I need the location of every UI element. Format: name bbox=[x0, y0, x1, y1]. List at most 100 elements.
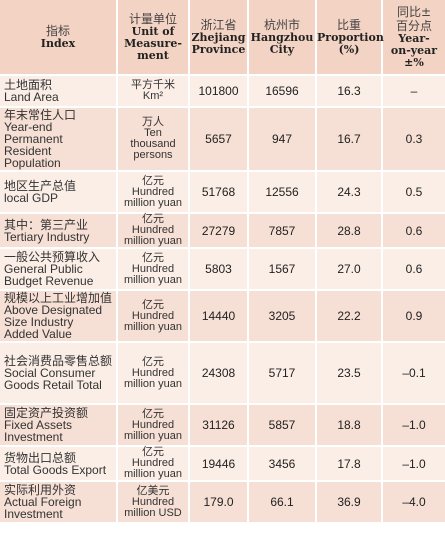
unit-text: Hundred bbox=[131, 366, 175, 379]
table-row: 土地面积 Land Area 平方千米 Km² 101800 16596 16.3– bbox=[0, 75, 445, 107]
hangzhou-value-cell: 66.1 bbox=[248, 481, 317, 523]
header-hangzhou-en-1: Hangzhou bbox=[250, 31, 314, 44]
zhejiang-value-cell: 27279 bbox=[189, 213, 249, 248]
indicator-name-en: Size Industry bbox=[4, 315, 74, 329]
header-unit-en-1: Unit of bbox=[131, 25, 175, 38]
unit-text: 亿元 bbox=[142, 446, 164, 458]
indicator-name-en: General Public bbox=[4, 262, 83, 276]
indicator-name-en: Budget Revenue bbox=[4, 274, 94, 288]
indicator-cell: 年末常住人口 Year-end Permanent Resident Populatio… bbox=[0, 107, 118, 171]
indicator-name-cn: 固定资产投资额 bbox=[4, 406, 89, 420]
indicator-name-cn: 其中：第三产业 bbox=[4, 217, 89, 232]
unit-cell: 亿美元 Hundred million USD bbox=[117, 481, 190, 523]
header-row: 指标 Index 计量单位 Unit of Measure- ment 浙江省 … bbox=[0, 0, 445, 76]
table-row: 一般公共预算收入 General Public Budget Revenue 亿元 Hu… bbox=[0, 248, 445, 290]
indicator-name-cn: 地区生产总值 bbox=[4, 179, 77, 193]
unit-text: Hundred bbox=[131, 309, 175, 322]
hangzhou-value-cell: 5857 bbox=[248, 404, 317, 446]
yoy-change-cell: –1.0 bbox=[382, 404, 445, 446]
proportion-cell: 23.5 bbox=[316, 342, 383, 404]
header-proportion-cn: 比重 bbox=[336, 18, 361, 32]
table-row: 实际利用外资 Actual Foreign Investment 亿美元 Hundred… bbox=[0, 481, 445, 523]
unit-text: million yuan bbox=[123, 377, 183, 390]
unit-cell: 亿元 Hundred million yuan bbox=[117, 342, 190, 404]
unit-cell: 亿元 Hundred million yuan bbox=[117, 290, 190, 342]
table-row: 社会消费品零售总额 Social Consumer Goods Retail Tot… bbox=[0, 342, 445, 404]
zhejiang-value-cell: 14440 bbox=[189, 290, 249, 342]
unit-text: million yuan bbox=[123, 429, 183, 442]
header-zhejiang-en-1: Zhejiang bbox=[191, 31, 246, 44]
indicator-name-en: Year-end bbox=[4, 120, 53, 134]
header-yoy-cn-1: 同比± bbox=[396, 5, 432, 19]
indicator-name-cn: 一般公共预算收入 bbox=[4, 250, 101, 264]
zhejiang-value-cell: 179.0 bbox=[189, 481, 249, 523]
unit-text: 亿元 bbox=[142, 407, 164, 420]
table-row: 地区生产总值 local GDP 亿元 Hundred million yuan 5176… bbox=[0, 171, 445, 213]
indicator-name-en: Goods Retail Total bbox=[4, 378, 102, 392]
indicator-name-en: Added Value bbox=[4, 327, 72, 341]
indicator-cell: 地区生产总值 local GDP bbox=[0, 171, 118, 213]
unit-text: Hundred bbox=[131, 185, 175, 198]
indicator-cell: 实际利用外资 Actual Foreign Investment bbox=[0, 481, 118, 523]
indicator-name-en: Tertiary Industry bbox=[4, 229, 90, 244]
unit-text: Hundred bbox=[131, 224, 175, 236]
unit-cell: 平方千米 Km² bbox=[117, 75, 190, 107]
unit-text: 亿元 bbox=[142, 355, 164, 368]
header-proportion-en-2: (%) bbox=[338, 43, 360, 56]
header-hangzhou: 杭州市 Hangzhou City bbox=[248, 0, 317, 76]
yoy-change-cell: 0.6 bbox=[382, 248, 445, 290]
yoy-change-cell: –4.0 bbox=[382, 481, 445, 523]
proportion-cell: 24.3 bbox=[316, 171, 383, 213]
unit-cell: 亿元 Hundred million yuan bbox=[117, 248, 190, 290]
indicator-name-en: Population bbox=[4, 156, 61, 170]
unit-text: Hundred bbox=[131, 495, 175, 508]
header-index: 指标 Index bbox=[0, 0, 118, 76]
header-zhejiang-en-2: Province bbox=[191, 43, 246, 56]
indicator-cell: 其中：第三产业 Tertiary Industry bbox=[0, 213, 118, 248]
proportion-cell: 28.8 bbox=[316, 213, 383, 248]
yoy-change-cell: –1.0 bbox=[382, 446, 445, 481]
unit-cell: 亿元 Hundred million yuan bbox=[117, 213, 190, 248]
unit-text: million yuan bbox=[123, 235, 183, 247]
zhejiang-value-cell: 5803 bbox=[189, 248, 249, 290]
yoy-change-cell: 0.6 bbox=[382, 213, 445, 248]
header-index-en: Index bbox=[40, 37, 76, 50]
unit-text: Ten bbox=[144, 127, 162, 139]
proportion-cell: 16.3 bbox=[316, 75, 383, 107]
table-row: 其中：第三产业 Tertiary Industry 亿元 Hundred million… bbox=[0, 213, 445, 248]
unit-text: Km² bbox=[142, 90, 164, 102]
unit-text: 万人 bbox=[142, 116, 164, 128]
yoy-change-cell: 0.3 bbox=[382, 107, 445, 171]
indicator-cell: 一般公共预算收入 General Public Budget Revenue bbox=[0, 248, 118, 290]
statistics-table: 指标 Index 计量单位 Unit of Measure- ment 浙江省 … bbox=[0, 0, 445, 523]
proportion-cell: 22.2 bbox=[316, 290, 383, 342]
header-zhejiang: 浙江省 Zhejiang Province bbox=[189, 0, 249, 76]
unit-text: 亿美元 bbox=[136, 484, 170, 497]
hangzhou-value-cell: 1567 bbox=[248, 248, 317, 290]
unit-text: 亿元 bbox=[142, 298, 164, 311]
header-yoy-en-2: on-year bbox=[390, 44, 438, 57]
indicator-cell: 固定资产投资额 Fixed Assets Investment bbox=[0, 404, 118, 446]
header-unit-en-3: ment bbox=[137, 49, 169, 62]
indicator-name-cn: 社会消费品零售总额 bbox=[4, 354, 113, 368]
header-hangzhou-en-2: City bbox=[269, 43, 295, 56]
unit-cell: 万人 Ten thousand persons bbox=[117, 107, 190, 171]
zhejiang-value-cell: 24308 bbox=[189, 342, 249, 404]
zhejiang-value-cell: 31126 bbox=[189, 404, 249, 446]
header-unit: 计量单位 Unit of Measure- ment bbox=[117, 0, 190, 76]
hangzhou-value-cell: 5717 bbox=[248, 342, 317, 404]
hangzhou-value-cell: 16596 bbox=[248, 75, 317, 107]
unit-text: million yuan bbox=[123, 196, 183, 209]
indicator-cell: 土地面积 Land Area bbox=[0, 75, 118, 107]
hangzhou-value-cell: 7857 bbox=[248, 213, 317, 248]
indicator-name-cn: 货物出口总额 bbox=[4, 450, 77, 465]
proportion-cell: 36.9 bbox=[316, 481, 383, 523]
unit-text: million yuan bbox=[123, 468, 183, 480]
header-unit-cn: 计量单位 bbox=[128, 12, 177, 26]
table-row: 货物出口总额 Total Goods Export 亿元 Hundred million… bbox=[0, 446, 445, 481]
indicator-name-en: local GDP bbox=[4, 191, 59, 205]
unit-text: Hundred bbox=[131, 457, 175, 469]
unit-cell: 亿元 Hundred million yuan bbox=[117, 446, 190, 481]
table-body: 土地面积 Land Area 平方千米 Km² 101800 16596 16.3– 年末常住… bbox=[0, 75, 445, 523]
yoy-change-cell: – bbox=[382, 75, 445, 107]
